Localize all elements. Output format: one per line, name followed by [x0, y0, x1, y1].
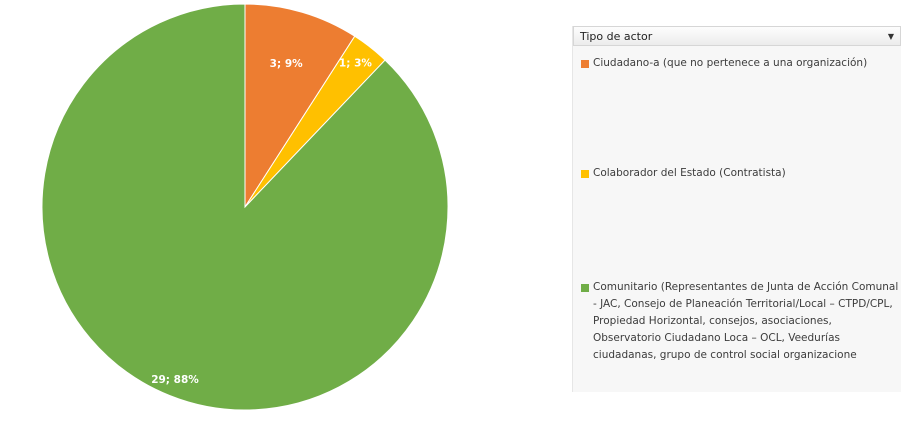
data-label-0: 3; 9%: [270, 58, 303, 70]
pie-slice-0[interactable]: [244, 3, 356, 209]
legend-swatch-yellow: [581, 170, 589, 178]
legend-swatch-orange: [581, 60, 589, 68]
legend-item-label: Colaborador del Estado (Contratista): [593, 167, 786, 179]
legend-item-comunitario[interactable]: Comunitario (Representantes de Junta de …: [581, 279, 899, 364]
legend-panel: Tipo de actor ▼ Ciudadano-a (que no pert…: [572, 26, 901, 392]
dropdown-arrow-icon[interactable]: ▼: [887, 31, 894, 41]
legend-item-colaborador[interactable]: Colaborador del Estado (Contratista): [581, 165, 899, 182]
pie-slice-2[interactable]: [41, 3, 449, 411]
legend-filter-header[interactable]: Tipo de actor ▼: [573, 26, 901, 46]
legend-item-label: Comunitario (Representantes de Junta de …: [593, 281, 899, 361]
data-label-2: 29; 88%: [151, 374, 199, 386]
pie-chart-svg: 3; 9% 1; 3% 29; 88%: [41, 3, 449, 411]
data-label-1: 1; 3%: [339, 58, 372, 70]
legend-item-label: Ciudadano-a (que no pertenece a una orga…: [593, 57, 868, 69]
legend-item-ciudadano[interactable]: Ciudadano-a (que no pertenece a una orga…: [581, 55, 899, 72]
pie-chart: 3; 9% 1; 3% 29; 88%: [41, 3, 449, 411]
legend-swatch-green: [581, 284, 589, 292]
legend-title: Tipo de actor: [580, 29, 653, 43]
